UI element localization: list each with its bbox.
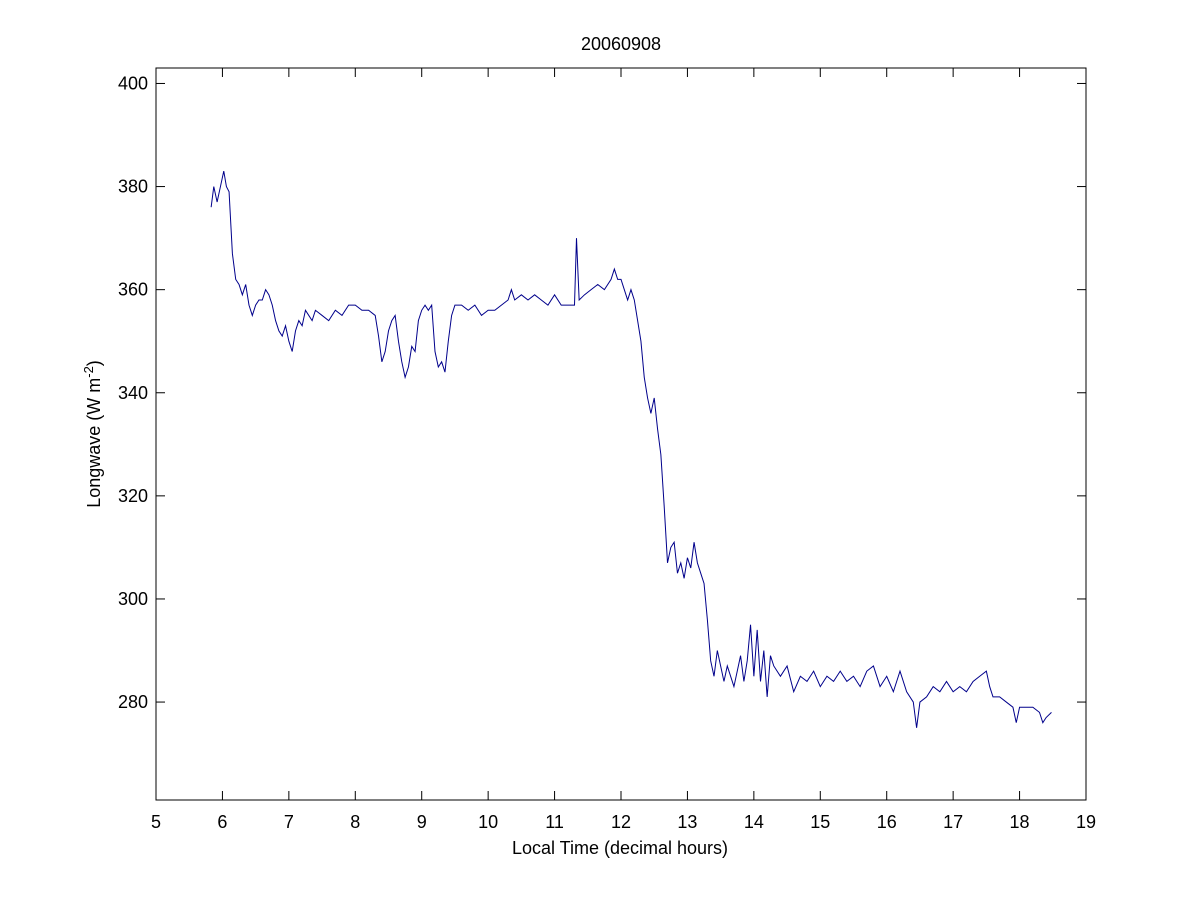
- y-axis-label-superscript: -2: [81, 366, 96, 378]
- x-tick-label: 9: [417, 812, 427, 832]
- x-tick-label: 6: [217, 812, 227, 832]
- x-tick-label: 7: [284, 812, 294, 832]
- y-axis-label-text: Longwave (W m: [84, 378, 104, 508]
- x-tick-label: 16: [877, 812, 897, 832]
- y-axis-label: Longwave (W m-2): [81, 360, 104, 508]
- data-line: [210, 170, 1052, 728]
- x-tick-label: 13: [677, 812, 697, 832]
- y-tick-label: 320: [118, 486, 148, 506]
- y-tick-label: 280: [118, 692, 148, 712]
- y-tick-label: 380: [118, 177, 148, 197]
- x-tick-label: 12: [611, 812, 631, 832]
- x-tick-label: 14: [744, 812, 764, 832]
- y-axis-label-suffix: ): [84, 360, 104, 366]
- y-tick-label: 340: [118, 383, 148, 403]
- x-tick-label: 18: [1010, 812, 1030, 832]
- x-tick-label: 15: [810, 812, 830, 832]
- x-tick-label: 19: [1076, 812, 1096, 832]
- x-tick-label: 11: [545, 812, 564, 832]
- chart-title: 20060908: [581, 34, 661, 54]
- y-tick-label: 360: [118, 280, 148, 300]
- x-tick-label: 17: [943, 812, 963, 832]
- x-tick-label: 8: [350, 812, 360, 832]
- x-tick-label: 10: [478, 812, 498, 832]
- y-tick-label: 300: [118, 589, 148, 609]
- y-tick-label: 400: [118, 73, 148, 93]
- x-tick-label: 5: [151, 812, 161, 832]
- x-axis-label: Local Time (decimal hours): [512, 838, 728, 858]
